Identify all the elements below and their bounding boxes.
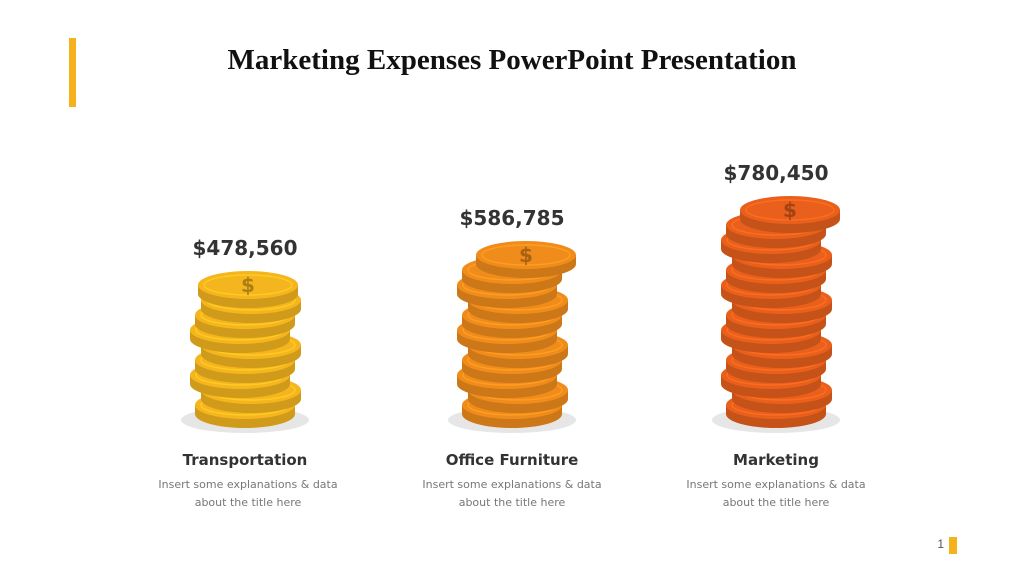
value-label: $586,785 (459, 206, 564, 230)
dollar-icon: $ (783, 198, 797, 222)
title-accent-bar (69, 38, 76, 107)
item-description-office-furniture: Insert some explanations & data about th… (402, 476, 622, 512)
item-description-line2: about the title here (722, 496, 830, 509)
coin-rim (203, 274, 293, 296)
category-label: Office Furniture (446, 451, 579, 469)
category-label: Transportation (183, 451, 308, 469)
coin (198, 271, 298, 308)
page-number-accent (949, 537, 957, 554)
category-label: Marketing (733, 451, 819, 469)
slide-title: Marketing Expenses PowerPoint Presentati… (227, 44, 797, 76)
item-description-marketing: Insert some explanations & data about th… (666, 476, 886, 512)
page-number: 1 (937, 537, 944, 551)
dollar-icon: $ (519, 243, 533, 267)
value-label: $780,450 (723, 161, 828, 185)
coin-rim (481, 244, 571, 266)
coin-stack-bar: $ (448, 241, 576, 433)
value-label: $478,560 (192, 236, 297, 260)
coin (476, 241, 576, 278)
item-description-line1: Insert some explanations & data (686, 478, 866, 491)
dollar-icon: $ (241, 273, 255, 297)
coin-face (198, 271, 298, 299)
item-description-line1: Insert some explanations & data (158, 478, 338, 491)
coin-stack-bar: $ (181, 271, 309, 433)
coin (740, 196, 840, 233)
item-description-line1: Insert some explanations & data (422, 478, 602, 491)
coin-face (740, 196, 840, 224)
item-description-line2: about the title here (194, 496, 302, 509)
coin-face (476, 241, 576, 269)
item-description-line2: about the title here (458, 496, 566, 509)
item-description-transportation: Insert some explanations & data about th… (138, 476, 358, 512)
coin-stack-bar: $ (712, 196, 840, 433)
coin-rim (745, 199, 835, 221)
